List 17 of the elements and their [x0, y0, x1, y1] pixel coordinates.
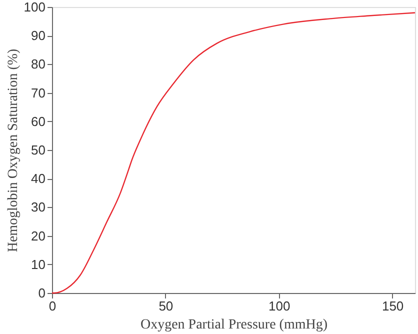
y-tick-label: 100	[24, 0, 46, 14]
x-tick-label: 0	[48, 298, 56, 314]
y-tick-label: 80	[31, 56, 46, 72]
y-axis-title: Hemoglobin Oxygen Saturation (%)	[6, 48, 21, 252]
x-tick-label: 150	[382, 298, 404, 314]
y-tick-label: 60	[31, 114, 46, 129]
x-tick-label: 50	[158, 298, 174, 314]
y-tick-label: 30	[31, 200, 46, 215]
y-tick-label: 70	[31, 85, 46, 100]
y-tick-label: 50	[31, 142, 46, 158]
x-axis-title: Oxygen Partial Pressure (mmHg)	[140, 318, 328, 332]
y-tick-label: 40	[31, 171, 46, 186]
y-tick-label: 20	[31, 228, 46, 244]
y-tick-label: 0	[38, 286, 46, 300]
x-tick-label: 100	[268, 298, 290, 314]
y-tick-label: 10	[31, 256, 46, 272]
y-tick-label: 90	[31, 28, 46, 44]
